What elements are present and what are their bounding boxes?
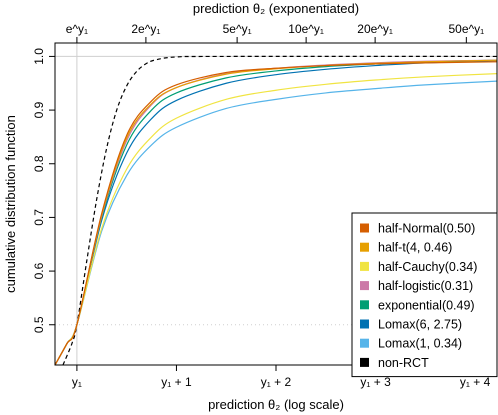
x-tick-label: y₁ + 3	[360, 375, 391, 389]
legend: half-Normal(0.50) half-t(4, 0.46) half-Cau…	[351, 212, 498, 378]
legend-swatch	[360, 319, 369, 329]
top-tick-label: 50e^y₁	[448, 22, 484, 36]
legend-swatch	[360, 242, 369, 252]
top-tick-label: 20e^y₁	[357, 22, 393, 36]
legend-swatch	[360, 300, 369, 310]
top-tick-label: 5e^y₁	[223, 22, 252, 36]
y-tick-label: 1.0	[32, 48, 46, 65]
top-tick-label: 10e^y₁	[288, 22, 324, 36]
y-tick-label: 0.8	[32, 155, 46, 172]
y-tick-label: 0.6	[32, 262, 46, 279]
bottom-axis: y₁ y₁ + 1 y₁ + 2 y₁ + 3 y₁ + 4	[72, 365, 491, 389]
legend-swatch	[360, 357, 369, 367]
y-tick-label: 0.9	[32, 101, 46, 118]
y-axis-label: cumulative distribution function	[3, 115, 18, 293]
legend-label: half-logistic(0.31)	[378, 279, 473, 293]
left-axis: 0.5 0.6 0.7 0.8 0.9 1.0	[32, 48, 55, 333]
legend-swatch	[360, 338, 369, 348]
legend-label: Lomax(1, 0.34)	[378, 337, 462, 351]
legend-label: half-Cauchy(0.34)	[378, 260, 477, 274]
legend-label: half-Normal(0.50)	[378, 222, 475, 236]
series-line-non-rct	[62, 55, 497, 365]
y-tick-label: 0.5	[32, 316, 46, 333]
legend-swatch	[360, 261, 369, 271]
x-tick-label: y₁ + 1	[161, 375, 192, 389]
top-axis: e^y₁ 2e^y₁ 5e^y₁ 10e^y₁ 20e^y₁ 50e^y₁	[66, 22, 484, 43]
x-tick-label: y₁ + 4	[460, 375, 491, 389]
x-tick-label: y₁	[72, 375, 82, 389]
top-tick-label: e^y₁	[66, 22, 88, 36]
legend-label: non-RCT	[378, 356, 429, 370]
curves	[55, 55, 497, 365]
x-tick-label: y₁ + 2	[261, 375, 292, 389]
y-tick-label: 0.7	[32, 209, 46, 226]
legend-swatch	[360, 223, 369, 233]
legend-label: Lomax(6, 2.75)	[378, 318, 462, 332]
top-axis-label: prediction θ₂ (exponentiated)	[193, 1, 359, 16]
legend-swatch	[360, 281, 369, 291]
legend-box	[351, 212, 498, 378]
top-tick-label: 2e^y₁	[131, 22, 160, 36]
x-axis-label: prediction θ₂ (log scale)	[208, 397, 344, 412]
legend-label: half-t(4, 0.46)	[378, 241, 452, 255]
series-line-half-normal-0-50	[55, 61, 497, 365]
legend-label: exponential(0.49)	[378, 298, 475, 312]
